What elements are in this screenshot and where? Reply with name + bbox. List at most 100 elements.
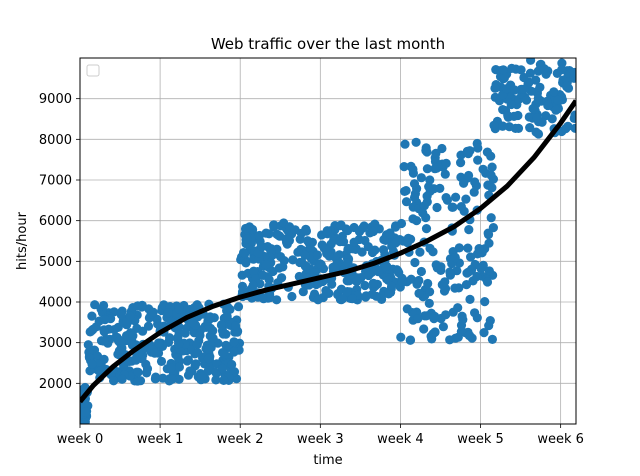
scatter-point	[478, 164, 488, 174]
scatter-point	[525, 68, 536, 78]
scatter-point	[441, 193, 451, 203]
scatter-point	[229, 347, 239, 357]
scatter-point	[193, 348, 203, 358]
scatter-point	[498, 65, 508, 75]
scatter-point	[99, 336, 109, 346]
scatter-point	[322, 288, 332, 298]
x-tick-label: week 2	[217, 432, 264, 447]
scatter-point	[526, 86, 536, 96]
scatter-point	[430, 327, 440, 338]
scatter-point	[435, 183, 445, 193]
scatter-point	[384, 289, 394, 299]
scatter-point	[484, 238, 494, 248]
scatter-point	[99, 327, 109, 337]
scatter-point	[116, 310, 126, 320]
scatter-point	[454, 243, 464, 253]
scatter-point	[490, 83, 500, 93]
scatter-point	[549, 87, 559, 97]
scatter-point	[248, 280, 258, 290]
scatter-point	[217, 363, 228, 374]
scatter-point	[450, 252, 460, 263]
chart-title: Web traffic over the last month	[211, 35, 445, 53]
scatter-point	[458, 315, 468, 325]
scatter-point	[128, 331, 138, 341]
scatter-point	[316, 260, 326, 270]
scatter-point	[313, 295, 323, 305]
scatter-point	[249, 266, 259, 276]
scatter-point	[473, 155, 483, 165]
scatter-point	[421, 224, 432, 234]
scatter-point	[322, 226, 332, 236]
scatter-point	[83, 340, 93, 350]
scatter-point	[509, 85, 520, 95]
scatter-point	[479, 328, 489, 338]
scatter-point	[402, 238, 413, 248]
scatter-point	[191, 359, 201, 369]
scatter-point	[397, 277, 407, 287]
scatter-point	[472, 271, 482, 282]
scatter-point	[428, 247, 438, 257]
scatter-point	[363, 270, 374, 281]
y-axis-ticks: 2000 3000 4000 5000 6000 7000 8000 9000	[39, 92, 80, 392]
scatter-point	[431, 260, 441, 270]
scatter-point	[298, 287, 308, 297]
x-tick-label: week 0	[57, 432, 104, 447]
scatter-point	[414, 275, 424, 286]
scatter-point	[445, 335, 455, 345]
scatter-point	[482, 277, 493, 287]
scatter-point	[408, 214, 418, 224]
scatter-point	[222, 311, 232, 321]
scatter-point	[257, 241, 267, 251]
scatter-point	[448, 202, 458, 212]
scatter-point	[419, 201, 429, 211]
scatter-point	[396, 218, 407, 229]
scatter-point	[519, 84, 529, 94]
scatter-point	[125, 311, 135, 321]
scatter-point	[300, 250, 310, 260]
scatter-point	[90, 300, 100, 310]
scatter-point	[352, 276, 362, 287]
scatter-point	[195, 330, 205, 340]
scatter-point	[150, 374, 160, 384]
scatter-point	[498, 121, 508, 131]
scatter-point	[547, 114, 557, 124]
scatter-point	[368, 278, 378, 288]
scatter-point	[158, 373, 168, 383]
scatter-point	[431, 148, 441, 158]
scatter-point	[422, 191, 432, 201]
scatter-point	[453, 332, 463, 342]
scatter-point	[165, 333, 175, 343]
scatter-point	[484, 266, 494, 276]
scatter-point	[489, 120, 499, 130]
y-tick-label: 9000	[39, 92, 72, 107]
scatter-point	[406, 274, 416, 284]
y-axis-label: hits/hour	[15, 211, 30, 270]
scatter-point	[416, 266, 426, 277]
scatter-point	[357, 247, 367, 257]
scatter-point	[463, 243, 473, 253]
scatter-point	[208, 326, 218, 336]
scatter-point	[360, 235, 370, 246]
scatter-point	[303, 236, 313, 246]
scatter-point	[416, 173, 426, 183]
y-tick-label: 5000	[39, 255, 72, 270]
scatter-point	[487, 162, 497, 172]
scatter-point	[557, 58, 567, 68]
scatter-point	[429, 314, 439, 324]
y-tick-label: 4000	[39, 296, 72, 311]
scatter-point	[204, 344, 214, 354]
scatter-point	[473, 143, 483, 153]
scatter-point	[358, 223, 368, 233]
scatter-point	[368, 226, 378, 237]
scatter-point	[438, 322, 448, 332]
scatter-point	[80, 407, 90, 417]
scatter-point	[501, 84, 512, 94]
scatter-point	[208, 333, 218, 343]
scatter-point	[117, 374, 127, 384]
scatter-point	[257, 292, 267, 303]
scatter-point	[410, 257, 420, 268]
scatter-point	[532, 113, 542, 123]
scatter-point	[498, 105, 508, 115]
